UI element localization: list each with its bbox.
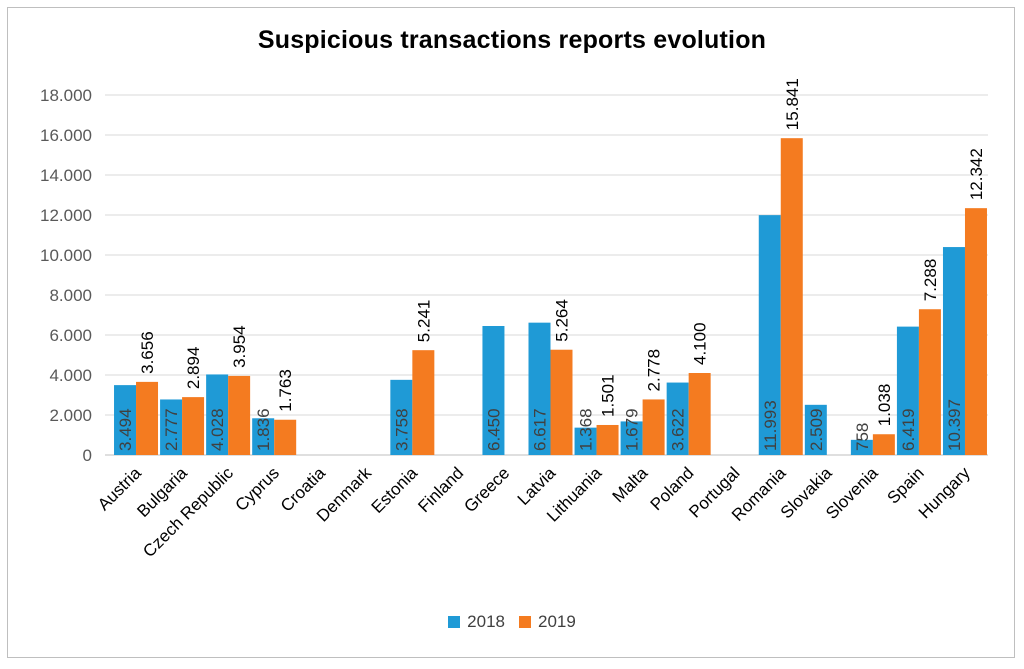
bar-2018-poland xyxy=(666,382,689,455)
y-tick-label: 2.000 xyxy=(49,406,92,425)
data-label: 5.264 xyxy=(553,299,572,342)
data-label: 3.758 xyxy=(392,408,411,451)
bar-2018-greece xyxy=(482,326,505,455)
bar-2018-spain xyxy=(896,326,919,455)
data-label: 12.342 xyxy=(967,148,986,200)
data-label: 1.763 xyxy=(276,369,295,412)
data-label: 3.622 xyxy=(669,408,688,451)
data-label: 2.894 xyxy=(184,347,203,390)
x-tick-label: Spain xyxy=(884,463,928,507)
bar-2019-slovenia xyxy=(872,434,895,455)
data-label: 1.038 xyxy=(875,384,894,427)
data-label: 4.100 xyxy=(691,322,710,365)
data-label: 2.778 xyxy=(645,349,664,392)
data-label: 7.288 xyxy=(921,259,940,302)
data-label: 1.836 xyxy=(254,408,273,451)
legend-item-2018: 2018 xyxy=(448,612,505,632)
bar-2018-latvia xyxy=(528,322,551,455)
bar-2018-hungary xyxy=(942,247,965,455)
data-label: 6.419 xyxy=(899,408,918,451)
data-label: 11.993 xyxy=(761,400,780,451)
data-label: 3.494 xyxy=(116,408,135,451)
bar-2019-lithuania xyxy=(596,424,619,455)
legend: 2018 2019 xyxy=(0,612,1024,632)
bar-2019-latvia xyxy=(550,349,573,455)
bar-2019-hungary xyxy=(964,208,987,455)
bar-2018-bulgaria xyxy=(160,399,183,455)
data-label: 15.841 xyxy=(783,78,802,130)
bar-2019-poland xyxy=(688,373,711,455)
bar-2019-czech-republic xyxy=(228,375,251,455)
data-label: 6.617 xyxy=(531,408,550,451)
x-tick-label: Greece xyxy=(460,463,513,516)
x-tick-label: Finland xyxy=(414,463,467,516)
bar-2018-slovenia xyxy=(850,439,873,455)
bar-2018-austria xyxy=(114,385,137,455)
bar-2019-austria xyxy=(136,381,159,455)
bar-2019-estonia xyxy=(412,350,435,455)
data-label: 2.777 xyxy=(162,408,181,451)
bar-2018-czech-republic xyxy=(206,374,229,455)
chart-frame xyxy=(7,7,1015,658)
legend-label-2018: 2018 xyxy=(467,612,505,631)
data-label: 1.501 xyxy=(599,374,618,417)
data-label: 6.450 xyxy=(484,408,503,451)
data-label: 758 xyxy=(853,423,872,451)
data-label: 1.368 xyxy=(577,408,596,451)
y-tick-label: 14.000 xyxy=(40,166,92,185)
bar-2019-cyprus xyxy=(274,419,297,455)
x-tick-label: Slovenia xyxy=(822,463,882,523)
data-label: 3.954 xyxy=(230,325,249,368)
x-tick-label: Cyprus xyxy=(231,463,283,515)
x-tick-label: Hungary xyxy=(915,463,974,522)
legend-swatch-2019 xyxy=(519,616,531,628)
bar-2018-lithuania xyxy=(574,427,597,455)
bar-2018-malta xyxy=(620,421,643,455)
x-tick-label: Estonia xyxy=(368,463,422,517)
data-label: 1.679 xyxy=(623,408,642,451)
data-label: 10.397 xyxy=(945,399,964,451)
legend-swatch-2018 xyxy=(448,616,461,628)
bar-2018-cyprus xyxy=(252,418,275,455)
legend-item-2019: 2019 xyxy=(519,612,576,632)
chart-title: Suspicious transactions reports evolutio… xyxy=(257,26,767,54)
bar-2019-malta xyxy=(642,399,665,455)
bar-2019-bulgaria xyxy=(182,397,205,455)
y-tick-label: 4.000 xyxy=(49,366,92,385)
data-label: 5.241 xyxy=(414,300,433,343)
y-tick-label: 10.000 xyxy=(40,246,92,265)
y-tick-label: 0 xyxy=(83,446,92,465)
bar-2018-romania xyxy=(758,215,781,455)
y-tick-label: 8.000 xyxy=(49,286,92,305)
data-label: 4.028 xyxy=(208,408,227,451)
x-tick-label: Malta xyxy=(609,463,652,506)
bar-2019-romania xyxy=(780,138,803,455)
legend-label-2019: 2019 xyxy=(538,612,576,631)
y-tick-label: 6.000 xyxy=(49,326,92,345)
y-tick-label: 16.000 xyxy=(40,126,92,145)
bar-2018-estonia xyxy=(390,379,413,455)
y-tick-label: 18.000 xyxy=(40,86,92,105)
data-label: 2.509 xyxy=(807,408,826,451)
data-label: 3.656 xyxy=(138,331,157,374)
bar-2018-slovakia xyxy=(804,404,827,455)
y-tick-label: 12.000 xyxy=(40,206,92,225)
bar-2019-spain xyxy=(918,309,941,455)
